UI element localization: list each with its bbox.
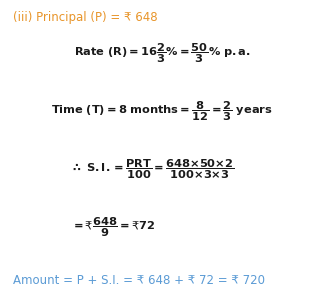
Text: (iii) Principal (P) = ₹ 648: (iii) Principal (P) = ₹ 648: [13, 11, 157, 24]
Text: $\mathbf{Time\ (T) = 8\ months = \dfrac{8}{12} = \dfrac{2}{3}\ years}$: $\mathbf{Time\ (T) = 8\ months = \dfrac{…: [51, 99, 273, 123]
Text: $\mathbf{\therefore\ S.I. = \dfrac{PRT}{100} = \dfrac{648{\times}50{\times}2}{10: $\mathbf{\therefore\ S.I. = \dfrac{PRT}{…: [70, 157, 235, 181]
Text: $\mathbf{= \mathbf{\text{₹}}\dfrac{648}{9} = \text{₹}72}$: $\mathbf{= \mathbf{\text{₹}}\dfrac{648}{…: [71, 215, 156, 239]
Text: $\mathbf{Rate\ (R) = 16\dfrac{2}{3}\% = \dfrac{50}{3}\%\ p.a.}$: $\mathbf{Rate\ (R) = 16\dfrac{2}{3}\% = …: [74, 41, 250, 65]
Text: Amount = P + S.I. = ₹ 648 + ₹ 72 = ₹ 720: Amount = P + S.I. = ₹ 648 + ₹ 72 = ₹ 720: [13, 274, 265, 288]
